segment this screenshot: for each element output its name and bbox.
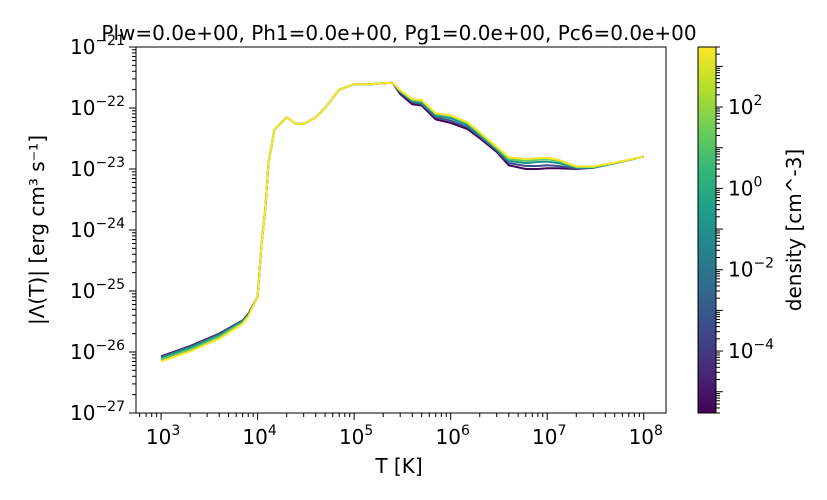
y-tick-label: 10−22 — [70, 94, 125, 120]
colorbar-frame — [697, 46, 717, 414]
chart-title: Plw=0.0e+00, Ph1=0.0e+00, Pg1=0.0e+00, P… — [101, 21, 696, 45]
colorbar-tick-label: 102 — [728, 93, 762, 119]
plot-frame — [135, 46, 667, 414]
y-tick-label: 10−21 — [70, 33, 125, 59]
x-tick-label: 105 — [339, 423, 373, 449]
series-line-4 — [160, 81, 644, 363]
x-axis-ticks: 103 104 105 106 107 108 — [139, 413, 663, 449]
x-tick-label: 104 — [242, 423, 276, 449]
y-tick-label: 10−26 — [70, 338, 125, 364]
y-axis-ticks: 10−27 10−26 10−25 10−24 10−23 10−22 10−21 — [70, 33, 136, 425]
colorbar: 10−4 10−2 100 102 density [cm^-3] — [697, 46, 806, 414]
x-tick-label: 106 — [435, 423, 469, 449]
x-tick-label: 103 — [146, 423, 180, 449]
colorbar-fill — [698, 47, 716, 413]
colorbar-tick-label: 100 — [728, 174, 762, 200]
plot-area: 103 104 105 106 107 108 10−2710−2610−2510−241… — [70, 33, 667, 449]
x-axis-label: T [K] — [374, 454, 422, 478]
series-line-0 — [160, 81, 644, 358]
y-axis-label: |Λ(T)| [erg cm³ s⁻¹] — [25, 135, 49, 325]
x-tick-label: 108 — [629, 423, 663, 449]
y-tick-label: 10−23 — [70, 155, 125, 181]
series-line-3 — [160, 81, 644, 361]
y-tick-label: 10−27 — [70, 399, 125, 425]
series-line-2 — [160, 81, 644, 359]
colorbar-label: density [cm^-3] — [782, 149, 806, 311]
y-tick-label: 10−24 — [70, 216, 125, 242]
series-line-1 — [160, 81, 644, 358]
colorbar-tick-label: 10−2 — [728, 256, 774, 282]
series-group — [160, 81, 644, 363]
x-tick-label: 107 — [532, 423, 566, 449]
y-tick-label: 10−25 — [70, 277, 125, 303]
colorbar-tick-label: 10−4 — [728, 337, 774, 363]
colorbar-ticks: 10−4 10−2 100 102 — [716, 46, 774, 414]
